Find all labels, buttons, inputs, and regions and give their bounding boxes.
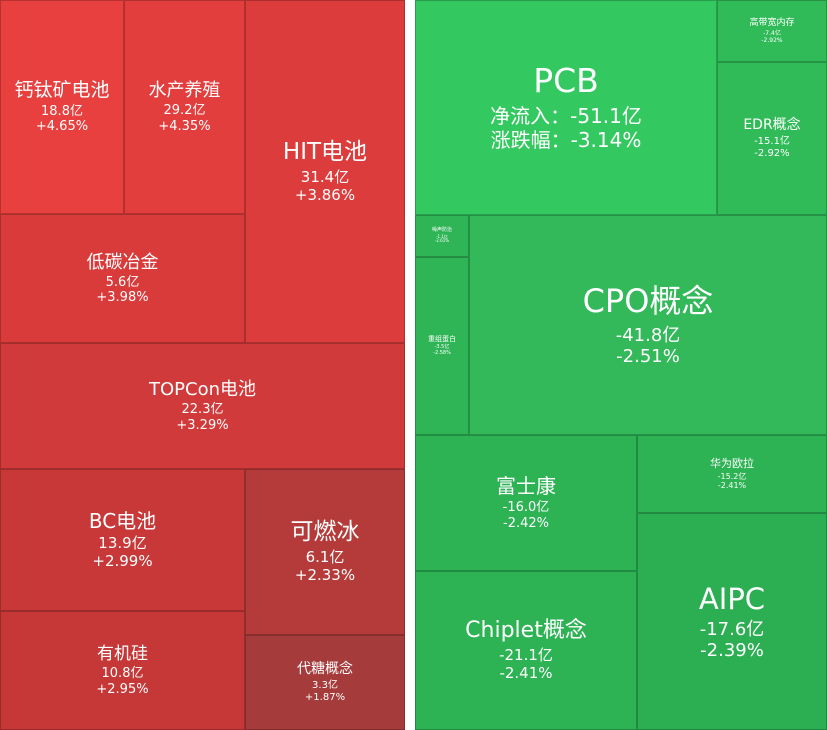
net-flow-label: 18.8亿 [41,103,83,119]
treemap-inflow-cell-0-1: 水产养殖 29.2亿 +4.35% [124,0,245,214]
change-label: 涨跌幅：-3.14% [490,127,642,152]
change-label: +2.99% [92,551,153,570]
net-flow-label: 29.2亿 [163,103,206,119]
sector-name: 有机硅 [97,644,148,665]
change-label: -2.41% [717,480,747,490]
sector-name: 低碳冶金 [86,251,159,273]
sector-name: 重组蛋白 [428,335,456,344]
treemap-outflow-cell-1-7: 华为欧拉 -15.2亿 -2.41% [637,435,827,513]
net-flow-label: 3.3亿 [312,679,338,691]
net-flow-label: 22.3亿 [181,402,224,418]
treemap-inflow-cell-0-5: BC电池 13.9亿 +2.99% [0,469,245,611]
treemap-inflow-cell-0-8: 代糖概念 3.3亿 +1.87% [245,635,405,730]
treemap-outflow-cell-1-4: CPO概念 -41.8亿 -2.51% [469,215,827,435]
net-flow-label: 净流入：-51.1亿 [490,104,642,129]
net-flow-label: -1.1亿 [436,233,448,239]
treemap-inflow-cell-0-7: 有机硅 10.8亿 +2.95% [0,611,245,730]
treemap-inflow-cell-0-4: TOPCon电池 22.3亿 +3.29% [0,343,405,469]
outflow-treemap: PCB 净流入：-51.1亿 涨跌幅：-3.14% 高带宽内存 -7.4亿 -2.92% E… [415,0,827,730]
net-flow-label: -3.5亿 [434,343,450,350]
sector-name: AIPC [698,581,766,616]
change-label: +3.29% [176,417,229,433]
treemap-inflow-cell-0-3: 低碳冶金 5.6亿 +3.98% [0,214,245,343]
sector-name: Chiplet概念 [465,618,587,644]
change-label: +1.87% [304,691,346,703]
net-flow-label: -21.1亿 [499,646,553,665]
change-label: +2.33% [294,566,356,585]
change-label: -2.41% [499,663,553,682]
net-flow-label: -7.4亿 [763,29,781,37]
change-label: -2.92% [761,36,783,44]
treemap-outflow-cell-1-2: EDR概念 -15.1亿 -2.92% [717,62,827,215]
treemap-outflow-cell-1-1: 高带宽内存 -7.4亿 -2.92% [717,0,827,62]
sector-name: 钙钛矿电池 [14,79,110,102]
change-label: -2.51% [616,345,680,367]
net-flow-label: -15.1亿 [754,135,790,147]
net-flow-label: -15.2亿 [717,471,747,481]
change-label: +3.86% [294,185,356,204]
net-flow-label: 5.6亿 [105,274,140,290]
treemap-outflow-cell-1-6: 富士康 -16.0亿 -2.42% [415,435,637,571]
sector-name: TOPCon电池 [148,379,256,401]
treemap-inflow-cell-0-2: HIT电池 31.4亿 +3.86% [245,0,405,343]
inflow-treemap: 钙钛矿电池 18.8亿 +4.65% 水产养殖 29.2亿 +4.35% HIT电池 31.4… [0,0,405,730]
change-label: +2.95% [96,681,149,697]
sector-name: HIT电池 [282,138,368,165]
treemap-inflow-cell-0-0: 钙钛矿电池 18.8亿 +4.65% [0,0,124,214]
treemap-outflow-cell-1-8: Chiplet概念 -21.1亿 -2.41% [415,571,637,730]
sector-name: 水产养殖 [148,80,221,102]
change-label: +4.35% [158,118,211,134]
net-flow-label: 6.1亿 [305,548,345,567]
sector-name: CPO概念 [582,281,714,320]
sector-name: 高带宽内存 [749,18,795,29]
sector-name: BC电池 [88,508,157,533]
net-flow-label: 10.8亿 [101,666,144,682]
sector-name: 华为欧拉 [710,456,754,470]
change-label: +4.65% [35,119,89,135]
net-flow-label: 31.4亿 [300,167,350,186]
change-label: +3.98% [96,290,149,306]
net-flow-label: -41.8亿 [615,324,681,346]
change-label: -2.92% [754,147,790,159]
treemap-outflow-cell-1-0: PCB 净流入：-51.1亿 涨跌幅：-3.14% [415,0,717,215]
change-label: -2.61% [434,238,450,244]
change-label: -2.42% [503,515,549,531]
sector-name: PCB [533,61,599,101]
treemap-outflow-cell-1-3: 噪声防治 -1.1亿 -2.61% [415,215,469,257]
treemap-outflow-cell-1-5: 重组蛋白 -3.5亿 -2.58% [415,257,469,435]
treemap-outflow-cell-1-9: AIPC -17.6亿 -2.39% [637,513,827,730]
net-flow-label: -16.0亿 [502,500,550,516]
sector-name: 可燃冰 [290,519,360,546]
sector-name: 富士康 [496,473,556,498]
change-label: -2.39% [700,640,764,662]
sector-name: 代糖概念 [297,661,353,678]
net-flow-label: -17.6亿 [699,618,765,640]
treemap-inflow-cell-0-6: 可燃冰 6.1亿 +2.33% [245,469,405,635]
sector-name: 噪声防治 [431,226,452,233]
net-flow-label: 13.9亿 [98,534,147,553]
sector-name: EDR概念 [743,117,801,134]
change-label: -2.58% [433,349,451,356]
